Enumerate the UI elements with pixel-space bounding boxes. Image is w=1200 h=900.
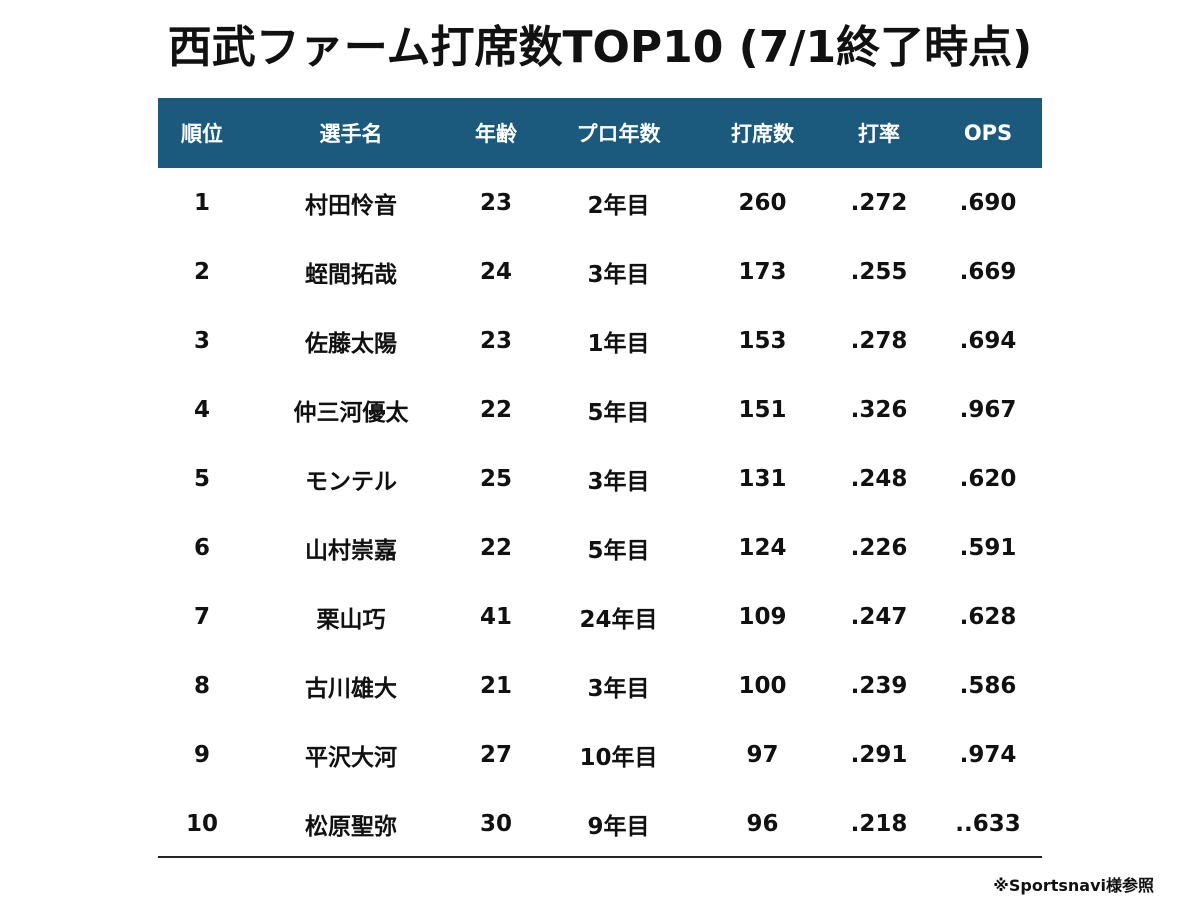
cell-ops: .967 bbox=[959, 396, 1017, 423]
cell-batting-average: .239 bbox=[850, 672, 908, 699]
cell-batting-average: .218 bbox=[850, 810, 908, 837]
cell-rank: 10 bbox=[185, 810, 218, 837]
cell-ops: .628 bbox=[959, 603, 1017, 630]
cell-player-name: 佐藤太陽 bbox=[305, 330, 397, 357]
cell-ops: .974 bbox=[959, 741, 1017, 768]
cell-rank: 9 bbox=[193, 741, 210, 768]
cell-pro-years: 3年目 bbox=[587, 675, 650, 702]
table-row: 6 山村崇嘉 22 5年目 124 .226 .591 bbox=[158, 513, 1042, 582]
cell-pro-years: 10年目 bbox=[579, 744, 658, 771]
cell-player-name: 村田怜音 bbox=[305, 192, 397, 219]
cell-pro-years: 3年目 bbox=[587, 261, 650, 288]
cell-rank: 2 bbox=[193, 258, 210, 285]
cell-ops: .694 bbox=[959, 327, 1017, 354]
cell-pro-years: 5年目 bbox=[587, 399, 650, 426]
cell-batting-average: .226 bbox=[850, 534, 908, 561]
cell-batting-average: .272 bbox=[850, 189, 908, 216]
cell-batting-average: .247 bbox=[850, 603, 908, 630]
header-batting-average: 打率 bbox=[858, 122, 900, 146]
cell-rank: 1 bbox=[193, 189, 210, 216]
cell-rank: 7 bbox=[193, 603, 210, 630]
cell-plate-appearances: 100 bbox=[738, 672, 787, 699]
cell-age: 24 bbox=[479, 258, 512, 285]
cell-age: 21 bbox=[479, 672, 512, 699]
cell-rank: 8 bbox=[193, 672, 210, 699]
cell-pro-years: 9年目 bbox=[587, 813, 650, 840]
cell-batting-average: .248 bbox=[850, 465, 908, 492]
cell-player-name: 仲三河優太 bbox=[293, 399, 409, 426]
cell-player-name: 古川雄大 bbox=[305, 675, 397, 702]
cell-player-name: モンテル bbox=[305, 468, 397, 495]
cell-plate-appearances: 173 bbox=[738, 258, 787, 285]
header-age: 年齢 bbox=[475, 122, 517, 146]
cell-rank: 3 bbox=[193, 327, 210, 354]
table-row: 5 モンテル 25 3年目 131 .248 .620 bbox=[158, 444, 1042, 513]
cell-age: 30 bbox=[479, 810, 512, 837]
cell-batting-average: .326 bbox=[850, 396, 908, 423]
cell-age: 25 bbox=[479, 465, 512, 492]
table-row: 9 平沢大河 27 10年目 97 .291 .974 bbox=[158, 720, 1042, 789]
cell-age: 22 bbox=[479, 396, 512, 423]
cell-plate-appearances: 153 bbox=[738, 327, 787, 354]
cell-plate-appearances: 260 bbox=[738, 189, 787, 216]
cell-ops: .669 bbox=[959, 258, 1017, 285]
cell-batting-average: .291 bbox=[850, 741, 908, 768]
page-title: 西武ファーム打席数TOP10 (7/1終了時点) bbox=[167, 22, 1033, 73]
cell-plate-appearances: 131 bbox=[738, 465, 787, 492]
cell-pro-years: 24年目 bbox=[579, 606, 658, 633]
header-plate-appearances: 打席数 bbox=[731, 122, 794, 146]
table-body: 1 村田怜音 23 2年目 260 .272 .690 2 蛭間拓哉 24 3年目 173 .255 .6… bbox=[158, 168, 1042, 858]
table-row: 3 佐藤太陽 23 1年目 153 .278 .694 bbox=[158, 306, 1042, 375]
source-note: ※Sportsnavi様参照 bbox=[993, 876, 1154, 895]
cell-rank: 6 bbox=[193, 534, 210, 561]
header-pro-years: プロ年数 bbox=[576, 122, 661, 146]
cell-plate-appearances: 151 bbox=[738, 396, 787, 423]
cell-pro-years: 1年目 bbox=[587, 330, 650, 357]
table-row: 4 仲三河優太 22 5年目 151 .326 .967 bbox=[158, 375, 1042, 444]
cell-player-name: 山村崇嘉 bbox=[305, 537, 397, 564]
cell-age: 23 bbox=[479, 189, 512, 216]
cell-ops: .690 bbox=[959, 189, 1017, 216]
stats-table: 順位 選手名 年齢 プロ年数 打席数 打率 OPS 1 村田怜音 23 2年目 260.… bbox=[158, 98, 1042, 858]
cell-age: 27 bbox=[479, 741, 512, 768]
table-row: 1 村田怜音 23 2年目 260 .272 .690 bbox=[158, 168, 1042, 237]
cell-ops: ..633 bbox=[955, 810, 1021, 837]
table-row: 8 古川雄大 21 3年目 100 .239 .586 bbox=[158, 651, 1042, 720]
cell-rank: 4 bbox=[193, 396, 210, 423]
header-ops: OPS bbox=[963, 121, 1013, 145]
cell-age: 41 bbox=[479, 603, 512, 630]
cell-plate-appearances: 97 bbox=[746, 741, 779, 768]
cell-ops: .586 bbox=[959, 672, 1017, 699]
table-bottom-rule bbox=[158, 856, 1042, 858]
cell-age: 22 bbox=[479, 534, 512, 561]
cell-batting-average: .278 bbox=[850, 327, 908, 354]
cell-batting-average: .255 bbox=[850, 258, 908, 285]
cell-plate-appearances: 96 bbox=[746, 810, 779, 837]
cell-pro-years: 2年目 bbox=[587, 192, 650, 219]
cell-age: 23 bbox=[479, 327, 512, 354]
cell-player-name: 栗山巧 bbox=[316, 606, 386, 633]
cell-plate-appearances: 109 bbox=[738, 603, 787, 630]
cell-ops: .620 bbox=[959, 465, 1017, 492]
header-rank: 順位 bbox=[181, 122, 223, 146]
cell-player-name: 松原聖弥 bbox=[305, 813, 397, 840]
header-player-name: 選手名 bbox=[319, 122, 383, 146]
table-row: 7 栗山巧 41 24年目 109 .247 .628 bbox=[158, 582, 1042, 651]
cell-pro-years: 3年目 bbox=[587, 468, 650, 495]
cell-ops: .591 bbox=[959, 534, 1017, 561]
table-header: 順位 選手名 年齢 プロ年数 打席数 打率 OPS bbox=[158, 98, 1042, 168]
cell-player-name: 蛭間拓哉 bbox=[305, 261, 397, 288]
cell-pro-years: 5年目 bbox=[587, 537, 650, 564]
cell-plate-appearances: 124 bbox=[738, 534, 787, 561]
table-row: 10 松原聖弥 30 9年目 96 .218 ..633 bbox=[158, 789, 1042, 858]
cell-player-name: 平沢大河 bbox=[305, 744, 397, 771]
table-row: 2 蛭間拓哉 24 3年目 173 .255 .669 bbox=[158, 237, 1042, 306]
cell-rank: 5 bbox=[193, 465, 210, 492]
